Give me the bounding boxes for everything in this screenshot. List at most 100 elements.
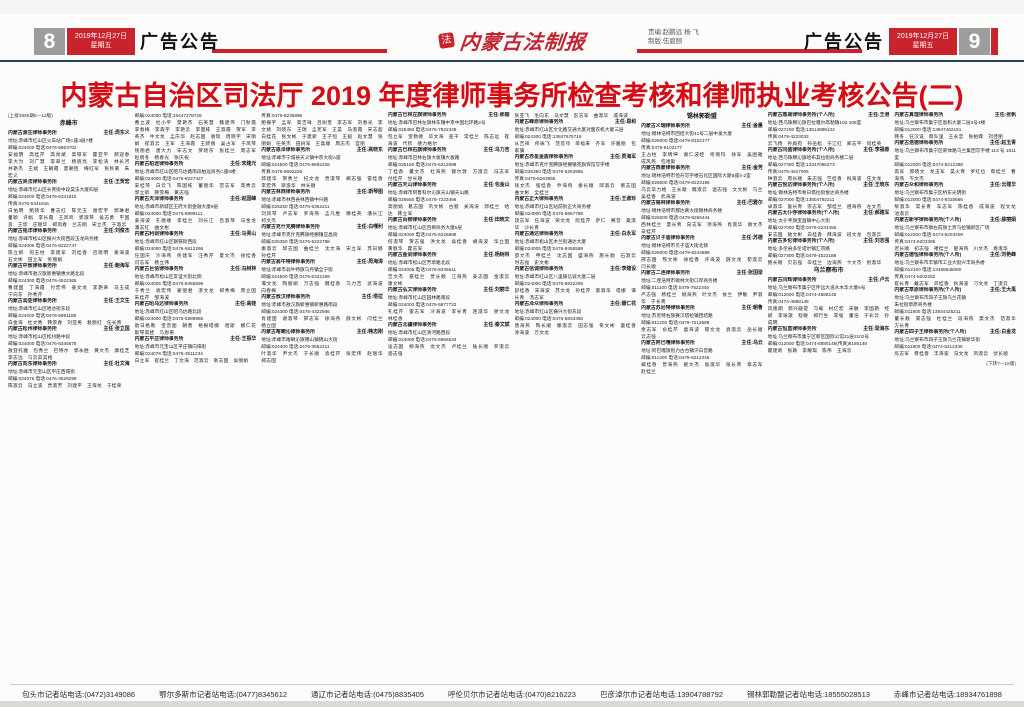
firm-entry: 内蒙古西蒙律师事务所 主任:金芳 地址:锡林浩特市恒升写字楼石化区国际大厦B座4-2… xyxy=(641,165,763,200)
lawyer-names: 霍建新 张颖 李耀琪 陈伟 王海云 xyxy=(767,348,852,353)
firm-director: 主任:王振华 xyxy=(230,337,257,342)
contact-line: 邮编:024000 电话:0476-5867788 xyxy=(514,211,584,216)
lawyer-names: 高军 郭晓文 龙玉军 昊火青 罗红位 蔡桂兰 曹海燕 岑文杰 xyxy=(894,169,1016,181)
firm-header: 内蒙古向东律师事务所 主任:杜文海 xyxy=(8,361,130,368)
text-column: 内蒙古巴林左旗律师事务所 主任:那顺 地址:赤峰市巴林左旗林东镇中京中国北环路2号邮… xyxy=(388,112,510,681)
firm-header: 内蒙古新宇律师事务所(个人所) 主任:薛丽娟 xyxy=(894,217,1016,224)
contact-line: 地址:赤峰市松山区木兰街通达大厦 xyxy=(514,239,587,244)
lawyer-names: 安桂琴 白云飞 陈国栋 董丽华 范志军 高秀云 郭立新 韩雪梅 黄志强 xyxy=(134,183,257,195)
firm-director: 主任:朝鲁 xyxy=(741,306,763,311)
reporter-station-phone: 通辽市记者站电话:(0475)8835405 xyxy=(311,690,425,699)
contact-line: 地址:锡林浩特市贝子庙大街北侧 xyxy=(641,243,709,248)
firm-header: 内蒙古恩泽律师事务所 主任:高晓东 xyxy=(261,147,383,154)
firm-entry: 邮编:024000 电话:15447278729 曹立波 杜小平 樊艳杰 石英慧 … xyxy=(135,112,257,161)
lawyer-names: 鲍长顺 贝志强 毕桂兰 边海燕 卞文杰 别淑华 xyxy=(767,260,882,265)
contact-line: 邮编:024000 电话:0476-8227427 xyxy=(134,176,204,181)
firm-entry: 内蒙古昊法律师事务所 主任:王贺宏 地址:赤峰市红山区长青街中段昊法大厦四层 邮编:0… xyxy=(8,179,130,228)
contact-line: 传真:0474-6203365 xyxy=(894,239,936,244)
text-column: 邮编:024000 电话:15447278729 曹立波 杜小平 樊艳杰 石英慧 … xyxy=(135,112,257,681)
editor-credits: 责编:赵鹏远 杨 飞 制版:伍碧颐 xyxy=(648,28,699,46)
lawyer-names: 陈淑云 冯立波 贾淑芳 刘建平 王海龙 于桂荣 xyxy=(8,383,122,388)
firm-header: 内蒙古恒直律师事务所 主任:梁海东 xyxy=(768,326,890,333)
firm-director: 主任:李建设 xyxy=(610,267,637,272)
contact-line: 邮编:024005 电话:0476-8455588 xyxy=(514,246,584,251)
firm-name: 内蒙古向东律师事务所 xyxy=(8,362,57,367)
firm-header: 内蒙古金剑律师事务所 主任:杨树林 xyxy=(388,252,510,259)
text-column: 张亚飞 毛向东 马文慧 彭志军 曲淑华 戚海波 内蒙古峰原律师事务所 主任:恩和 地址… xyxy=(515,112,637,681)
firm-director: 主任:王晓东 xyxy=(863,183,890,188)
firm-header: 内蒙古中敖律师事务所 主任:鲍海军 xyxy=(8,263,130,270)
contact-line: 地址:赤峰市克什克腾旗经棚镇应昌街 xyxy=(261,232,338,237)
firm-director: 主任:卢云 xyxy=(868,278,890,283)
firm-entry: 内蒙古苏尼特律师事务所 主任:朝鲁 地址:苏尼特右旗赛汉塔拉镇团结路 邮编:01120… xyxy=(641,305,763,340)
firm-header: 内蒙古翁牛特律师事务所 主任:周海涛 xyxy=(261,259,383,266)
firm-director: 主任:斯琴图 xyxy=(356,190,383,195)
contact-line: 地址:赤峰市巴林左旗林东镇中京中国北环路2号 xyxy=(387,120,486,125)
firm-entry: 传真:0476-8235896 鲍振宇 孟军 高吉祥 吕树奎 李志军 刘春光 李文… xyxy=(261,112,383,147)
firm-entry: 内蒙古阿巴嘎律师事务所 主任:乌云 地址:阿巴嘎旗别力古台镇汗白音路 邮编:01140… xyxy=(641,340,763,375)
firm-entry: 内蒙古源生律师事务所 主任:周东义 地址:赤峰市红山区火车站广场C座4层7楼 邮编:0… xyxy=(8,130,130,179)
firm-director: 主任:塔拉 xyxy=(361,295,383,300)
lawyer-names: 邢志国 熊文彬 徐桂香 许海波 薛文龙 荀淑云 闫长顺 xyxy=(641,257,763,269)
firm-header: 内蒙古同盛律师事务所(个人所) 主任:李福春 xyxy=(768,147,890,154)
lawyer-names: 安福明 高桂芹 高尚斌 高铁军 霍亚平 郝迎春 李大为 刘广慧 李翠兰 杨晓亮 … xyxy=(8,152,130,178)
firm-entry: 内蒙古四子王律师事务所(个人所) 主任:白金龙 地址:乌兰察布市四子王旗乌兰花镇新华… xyxy=(894,329,1016,357)
firm-name: 内蒙古信诚律师事务所 xyxy=(514,267,564,272)
firm-name: 内蒙古柏远律师事务所 xyxy=(134,162,184,167)
firm-name: 内蒙古赤星金盾律师事务所 xyxy=(514,155,574,160)
contact-line: 传真:0479-8102177 xyxy=(641,145,683,150)
firm-entry: 内蒙古德恒律师事务所(个人所) 主任:刘艳峰 地址:乌兰察布市丰镇市工业大街兴丰商务… xyxy=(894,252,1016,287)
contact-line: 邮编:011800 电话:0474-5212345 xyxy=(894,344,963,349)
firm-entry: 内蒙古赤星金盾律师事务所 主任:贾海军 地址:赤峰市克什克腾旗经棚镇克旗宾馆写字楼邮… xyxy=(515,154,637,196)
contact-line: 邮编:024005 电话:0476-8336611 xyxy=(387,267,457,272)
firm-director: 主任:宋建元 xyxy=(230,162,257,167)
firm-header: 内蒙古多伦律师事务所(个人所) 主任:刘志强 xyxy=(768,238,890,245)
contact-line: 地址:赤峰市红山区昭乌达路北段 xyxy=(134,309,202,314)
contact-line: 传真:0474-5202252 xyxy=(894,274,936,279)
continuation-note: (上接3866期5—12版) xyxy=(8,113,53,118)
firm-header: 内蒙古峰原律师事务所 主任:恩和 xyxy=(515,119,637,126)
firm-header: 内蒙古浩德律师事务所 主任:赵玉青 xyxy=(894,140,1016,147)
contact-line: 邮编:027000 电话:0479-2233456 xyxy=(767,225,837,230)
contact-line: 邮编:012000 电话:13847462151 xyxy=(894,127,962,132)
firm-name: 内蒙古通达律师事务所 xyxy=(514,232,564,237)
firm-entry: 内蒙古松州律师事务所 主任:张立国 地址:赤峰市松山区松州路中段 邮编:024000 … xyxy=(8,326,130,361)
contact-line: 地址:西乌珠穆沁旗哈布其拉街商务楼二层 xyxy=(767,155,854,160)
firm-name: 内蒙古众和律师事务所 xyxy=(894,183,944,188)
listing-columns: (上接3866期5—12版) 赤峰市 内蒙古源生律师事务所 主任:周东义 地址:赤峰市红… xyxy=(8,112,1016,681)
firm-entry: 内蒙古百柳律师事务所 主任:田晓文 地址:赤峰市红山区百柳商务大厦5层 邮编:0240… xyxy=(388,217,510,252)
firm-entry: 内蒙古昭乌达律师事务所 主任:高娃 地址:赤峰市红山区昭乌达路北段 邮编:024000… xyxy=(135,301,257,336)
firm-entry: 内蒙古恩泽律师事务所 主任:高晓东 地址:赤峰市宁城县天义镇中京大街A座 邮编:024… xyxy=(261,147,383,189)
contact-line: 地址:赤峰市巴林右旗大板镇大板路 xyxy=(387,155,460,160)
date-box-right: 2019年12月27日 星期五 xyxy=(889,28,957,55)
firm-director: 主任:田晓文 xyxy=(483,218,510,223)
continuation-note: (下转7—16版) xyxy=(986,361,1016,366)
contact-line: 地址:乌兰察布市丰镇市工业大街兴丰商务楼 xyxy=(894,260,985,265)
lawyer-names: 安志国 敖文彬 白桂香 拜海波 班文龙 包淑云 xyxy=(767,232,882,237)
firm-entry: 内蒙古平庄律师事务所 主任:王振华 地址:赤峰市元宝山区平庄镇向阳街 邮编:02407… xyxy=(135,336,257,364)
firm-header: 内蒙古德恒律师事务所(个人所) 主任:刘艳峰 xyxy=(894,252,1016,259)
firm-entry: 内蒙古弘文律师事务所 主任:刘丽华 地址:赤峰市红山区园林路南段 邮编:024000 … xyxy=(388,287,510,322)
firm-name: 内蒙古正大律师事务所 xyxy=(514,197,564,202)
firm-director: 主任:王贺宏 xyxy=(103,180,130,185)
firm-director: 主任:张立国 xyxy=(103,327,130,332)
contact-line: 邮编:024500 电话:0476-8692226 xyxy=(261,162,330,167)
contact-line: 邮编:024000 电话:0476-5822299 xyxy=(514,281,584,286)
firm-name: 内蒙古巨信律师事务所 xyxy=(134,267,184,272)
lawyer-names: 舒桂香 宋海波 苏文龙 孙桂芹 索淑华 塔娜 谭长青 汤志军 xyxy=(514,288,637,300)
firm-name: 内蒙古润亚律师事务所 xyxy=(8,299,57,304)
firm-entry: 内蒙古同盛律师事务所(个人所) 主任:李福春 地址:西乌珠穆沁旗哈布其拉街商务楼二层… xyxy=(768,147,890,182)
firm-entry: 内蒙古天山律师事务所 主任:包金山 地址:赤峰市阿鲁科尔沁旗天山镇天山路 邮编:025… xyxy=(388,182,510,217)
lawyer-names: 陈立新 何玉柱 李建军 刘桂香 吕晓明 秦海波 石文彬 田立军 佟丽娟 xyxy=(8,250,130,262)
city-header: 乌兰察布市 xyxy=(813,268,844,274)
firm-entry: 内蒙古金剑律师事务所 主任:杨树林 地址:赤峰市松山区芳草路北段 邮编:024005 … xyxy=(388,252,510,287)
lawyer-names: 饶志军 任海波 荣文龙 阮桂芹 萨仁 赛音 桑淑华 沙长青 xyxy=(514,218,637,230)
firm-director: 主任:那顺 xyxy=(488,113,510,118)
firm-entry: 内蒙古众和律师事务所 主任:云建华 地址:乌兰察布市集宁区桥东光明街 邮编:01200… xyxy=(894,182,1016,217)
contact-line: 邮编:012100 电话:13488545080 xyxy=(894,267,962,272)
contact-line: 邮编:024076 电话:0476-3511234 xyxy=(134,351,203,356)
contact-line: 邮编:012000 电话:0474-8325666 xyxy=(894,197,963,202)
masthead: 法 内蒙古法制报 xyxy=(387,22,637,58)
contact-line: 邮编:024400 电话:0476-3552211 xyxy=(261,344,330,349)
